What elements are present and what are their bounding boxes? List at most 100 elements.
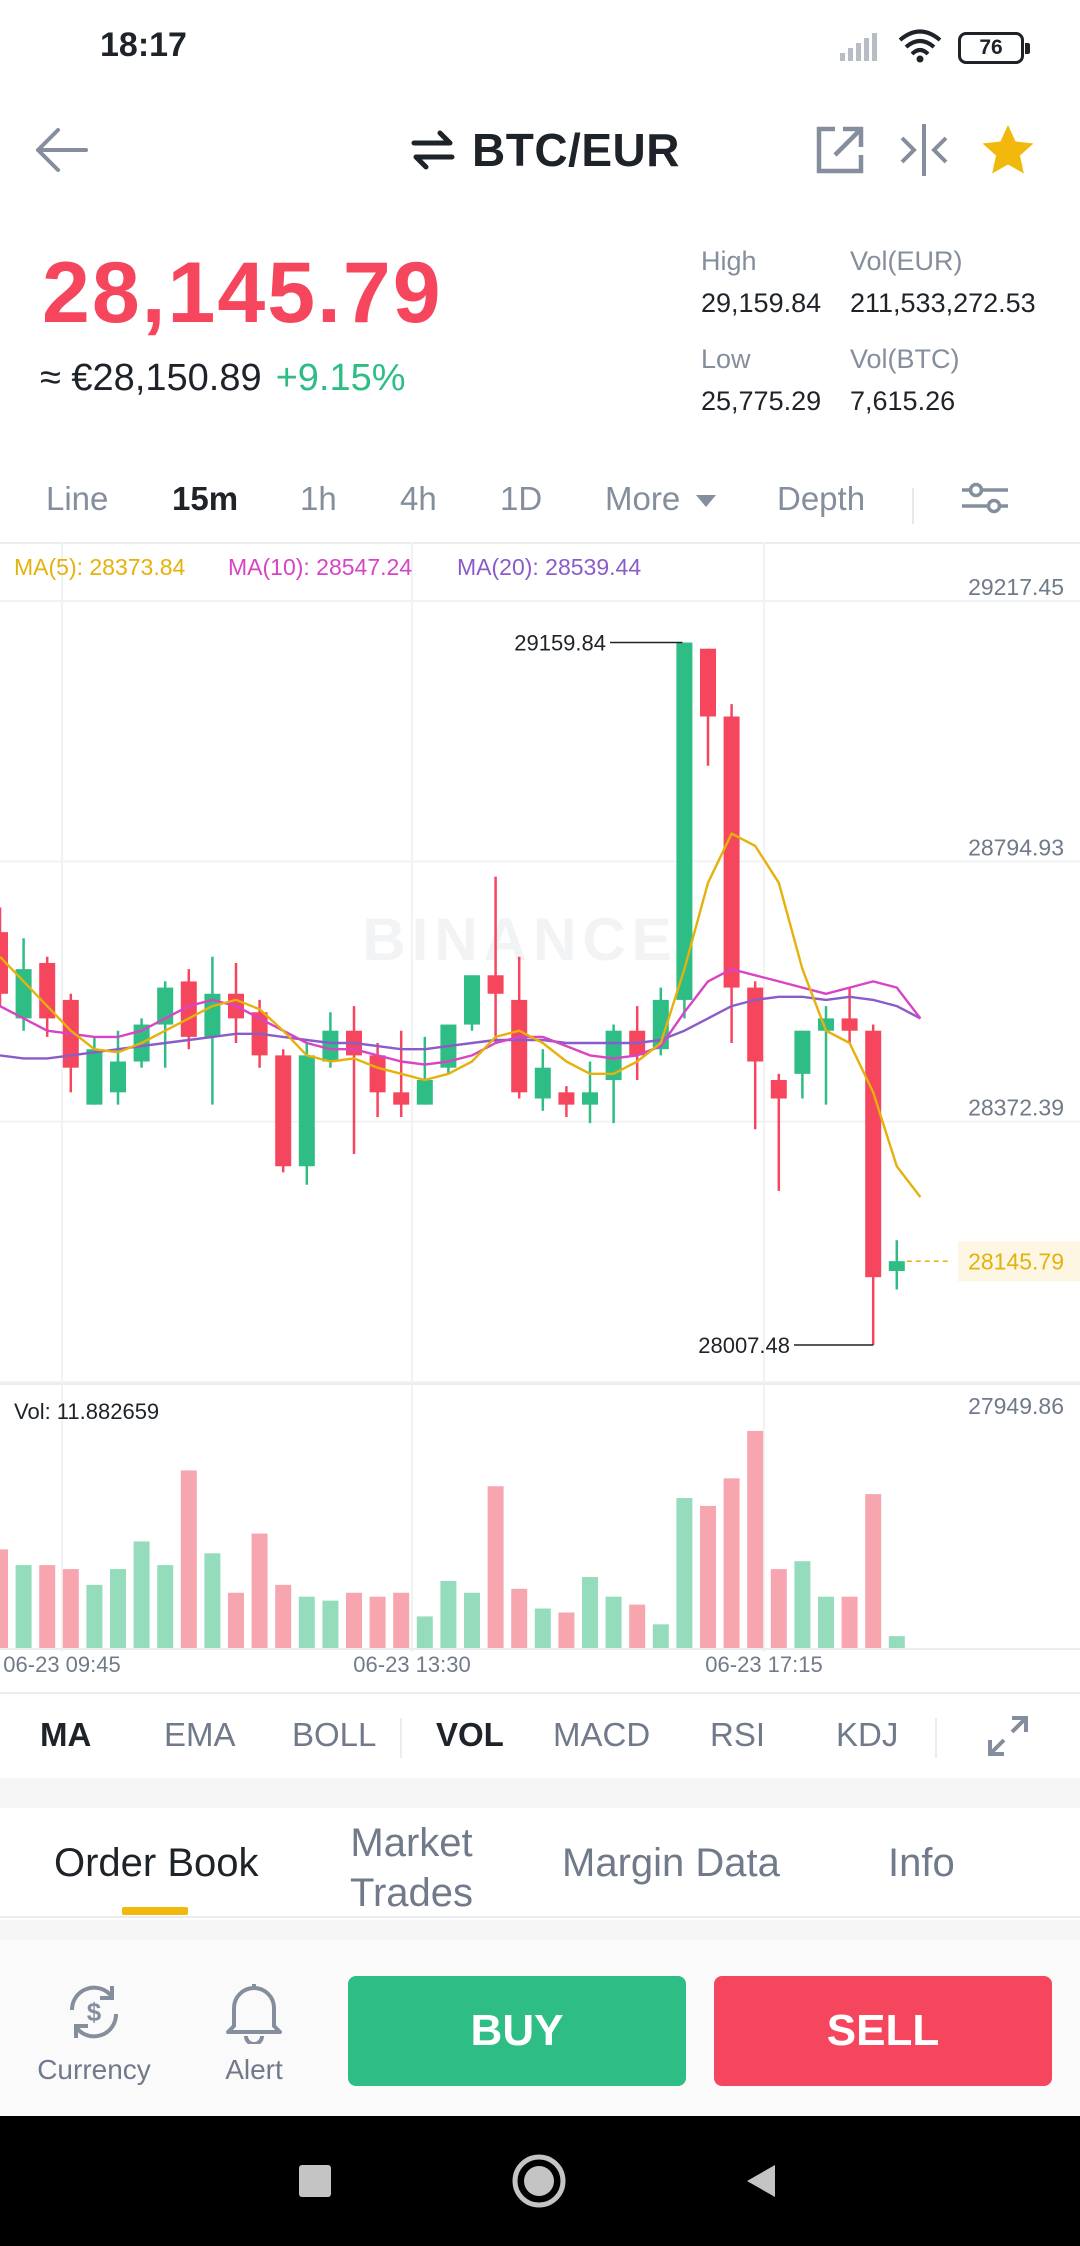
volume-bar [629,1604,646,1648]
share-button[interactable] [810,120,870,180]
recents-button[interactable] [282,2148,348,2214]
back-arrow-icon [36,128,88,172]
interval-15m[interactable]: 15m [172,480,239,517]
currency-button[interactable]: $ Currency [24,1978,164,2086]
volume-bar [464,1592,480,1648]
indicator-macd[interactable]: MACD [553,1716,651,1753]
approx-eur-price: ≈ €28,150.89 [40,357,262,399]
indicator-vol[interactable]: VOL [436,1716,504,1753]
interval-divider [912,488,914,524]
candle-body [298,1055,315,1167]
currency-label: Currency [37,2054,151,2085]
compare-icon [900,124,948,176]
status-icons: 76 [838,28,1030,68]
volume-bar [62,1569,79,1648]
ma5-label: MA(5): 28373.84 [14,554,186,580]
candle-body [322,1030,339,1062]
interval-depth[interactable]: Depth [777,480,866,517]
candle-body [0,932,8,994]
candle-body [39,962,56,1019]
candle-body [676,642,693,1000]
back-button[interactable] [30,118,94,182]
tab-market-trades[interactable]: Market Trades [350,1818,473,1918]
volume-bar [723,1478,740,1648]
indicator-ema[interactable]: EMA [164,1716,236,1753]
volume-bar [700,1505,716,1648]
status-bar: 18:17 76 [0,0,1080,96]
candle-body [393,1092,410,1105]
volume-bar [794,1561,811,1648]
volume-bar [298,1596,315,1648]
indicator-ma[interactable]: MA [40,1716,92,1753]
home-button[interactable] [506,2148,572,2214]
volume-bar [39,1565,56,1648]
back-nav-button[interactable] [728,2148,794,2214]
interval-line[interactable]: Line [46,480,109,517]
y-tick-label: 28794.93 [968,834,1064,860]
chart-settings-button[interactable] [960,478,1010,526]
low-label: Low [701,344,751,374]
interval-more[interactable]: More [605,480,717,518]
candle-body [275,1055,292,1167]
indicator-kdj[interactable]: KDJ [836,1716,899,1753]
indicator-rsi[interactable]: RSI [710,1716,766,1753]
vol-eur-label: Vol(EUR) [850,246,963,276]
expand-icon [988,1716,1028,1756]
volume-bar [770,1569,787,1648]
indicator-divider-2 [935,1718,937,1758]
volume-bar [676,1498,693,1648]
volume-bar [322,1600,339,1648]
chart-top-border [0,542,1080,544]
candle-body [888,1261,905,1272]
candle-body [86,1049,103,1105]
indicator-boll[interactable]: BOLL [292,1716,377,1753]
interval-1h[interactable]: 1h [300,480,337,517]
alert-button[interactable]: Alert [184,1978,324,2086]
stats-col-1: High 29,159.84 Low 25,775.29 [701,240,821,422]
volume-bar [110,1569,126,1648]
x-tick-label: 06-23 09:45 [3,1652,120,1677]
tab-info[interactable]: Info [888,1841,955,1885]
interval-1d[interactable]: 1D [500,480,543,517]
candle-body [180,981,197,1037]
candle-body [558,1092,575,1105]
price-change: +9.15% [275,357,406,399]
candle-body [487,975,504,994]
fullscreen-button[interactable] [986,1714,1030,1766]
interval-bar: Line 15m 1h 4h 1D More Depth [0,470,1080,540]
volume-bar [346,1592,362,1648]
interval-4h[interactable]: 4h [400,480,437,517]
candle-body [841,1018,858,1031]
tab-order-book[interactable]: Order Book [54,1841,259,1885]
volume-bar [841,1596,858,1648]
volume-bar [487,1486,504,1648]
home-circle-icon [512,2154,566,2208]
volume-bar [888,1636,905,1648]
candle-body [652,999,669,1050]
wifi-icon [898,29,942,68]
header: BTC/EUR [0,96,1080,206]
last-price-badge-label: 28145.79 [968,1248,1064,1274]
volume-bar [652,1624,669,1648]
ma5-line [0,832,922,1198]
last-price-badge [958,1241,1080,1282]
bell-icon [184,1978,324,2046]
volume-bar [204,1553,221,1648]
compare-button[interactable] [894,120,954,180]
volume-bar [157,1565,174,1648]
candle-body [747,987,764,1062]
sell-button[interactable]: SELL [714,1976,1052,2086]
x-tick-label: 06-23 13:30 [353,1652,470,1677]
tab-market-trades-line-1: Market [350,1821,473,1865]
volume-bar [605,1596,622,1648]
candle-body [416,1080,433,1105]
favorite-button[interactable] [978,120,1038,180]
ma10-line [0,967,922,1066]
pair-selector[interactable]: BTC/EUR [410,120,680,180]
system-nav-bar [0,2116,1080,2246]
volume-bar [15,1565,32,1648]
candlestick-chart[interactable]: BINANCE 29217.45 28794.93 28372.39 27949.86 M… [0,542,1080,1682]
buy-button[interactable]: BUY [348,1976,686,2086]
volume-bar [251,1533,268,1648]
tab-margin-data[interactable]: Margin Data [562,1841,780,1885]
